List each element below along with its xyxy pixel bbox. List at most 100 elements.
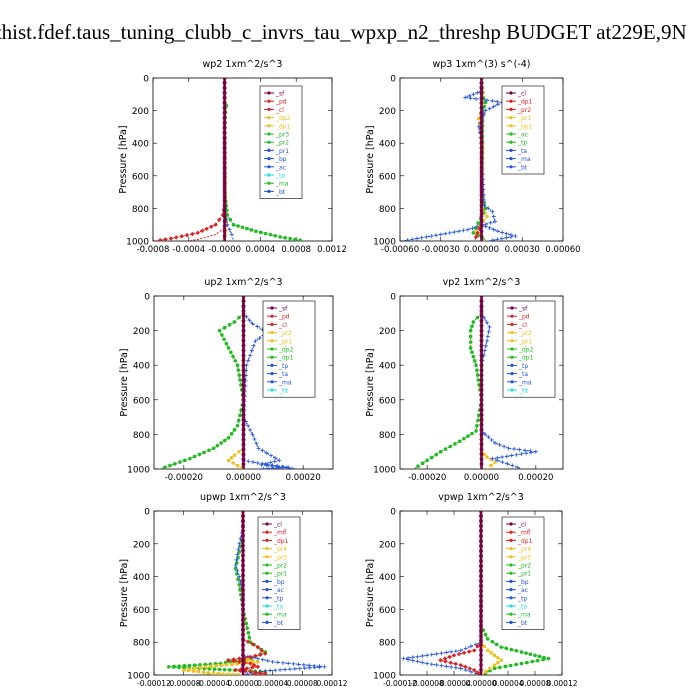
plot-frame xyxy=(152,77,333,242)
y-tick-label: 1000 xyxy=(127,672,150,682)
legend-label: _dp1 xyxy=(517,538,533,545)
legend-label: _cl xyxy=(518,322,527,329)
data-point xyxy=(317,665,322,670)
data-point xyxy=(513,234,518,239)
data-point xyxy=(479,179,484,184)
data-point xyxy=(479,447,484,452)
data-point xyxy=(251,662,257,668)
legend-marker xyxy=(270,306,274,310)
y-tick-label: 600 xyxy=(379,172,396,182)
legend-label: _dp2 xyxy=(518,347,534,354)
data-point xyxy=(233,563,238,568)
data-point xyxy=(504,231,509,236)
data-point xyxy=(241,368,246,372)
legend-label: _pr1 xyxy=(278,338,292,345)
y-tick-label: 600 xyxy=(133,396,150,406)
x-tick-label: 0.00020 xyxy=(518,473,553,483)
data-point xyxy=(241,304,246,308)
legend-label: _cl xyxy=(517,91,526,98)
data-point xyxy=(479,130,484,135)
data-point xyxy=(471,92,476,97)
data-point xyxy=(483,211,487,215)
y-tick-label: 800 xyxy=(133,639,150,649)
data-point xyxy=(479,125,484,130)
data-point xyxy=(453,661,458,667)
legend-marker xyxy=(270,314,274,318)
data-point xyxy=(255,324,260,329)
data-point xyxy=(475,644,480,649)
data-point xyxy=(241,628,245,633)
data-point xyxy=(206,671,210,675)
data-point xyxy=(483,108,488,113)
data-point xyxy=(260,657,265,662)
data-point xyxy=(241,333,246,338)
data-point xyxy=(241,638,245,643)
data-point xyxy=(235,423,240,428)
data-point xyxy=(241,388,246,392)
data-point xyxy=(495,229,500,234)
data-point xyxy=(479,199,484,204)
y-tick-label: 600 xyxy=(379,606,396,616)
data-point xyxy=(479,328,484,333)
data-point xyxy=(468,96,473,101)
data-point xyxy=(256,446,261,451)
data-point xyxy=(429,455,434,460)
data-point xyxy=(283,667,288,672)
data-point xyxy=(502,444,507,449)
data-point xyxy=(229,350,233,355)
data-point xyxy=(217,217,222,223)
legend-marker xyxy=(265,522,269,526)
legend-marker xyxy=(509,547,513,551)
data-point xyxy=(215,443,220,448)
data-point xyxy=(237,450,241,454)
y-tick-label: 200 xyxy=(379,327,396,337)
legend-marker xyxy=(270,355,274,359)
data-point xyxy=(222,120,227,125)
legend-marker xyxy=(509,124,513,128)
data-point xyxy=(297,666,302,671)
data-point xyxy=(461,228,466,233)
data-point xyxy=(253,672,258,675)
data-point xyxy=(246,658,250,662)
data-point xyxy=(227,323,232,327)
data-point xyxy=(237,656,242,661)
data-point xyxy=(483,343,488,348)
data-point xyxy=(479,514,483,518)
legend-marker xyxy=(510,322,514,326)
x-tick-label: 0.00012 xyxy=(546,679,577,688)
data-point xyxy=(222,194,227,199)
data-point xyxy=(434,452,439,457)
data-point xyxy=(479,86,484,90)
data-point xyxy=(479,633,483,638)
legend-label: _sf xyxy=(518,306,528,313)
data-point xyxy=(250,665,255,670)
data-point xyxy=(220,333,224,337)
data-point xyxy=(425,458,429,463)
data-point xyxy=(226,436,231,440)
data-point xyxy=(456,651,462,657)
data-point xyxy=(200,228,205,234)
data-point xyxy=(273,668,278,673)
data-point xyxy=(406,657,411,662)
legend-label: _ta xyxy=(273,604,283,611)
data-point xyxy=(222,229,227,233)
series-line xyxy=(242,296,298,469)
data-point xyxy=(483,100,488,105)
data-point xyxy=(234,557,239,562)
data-point xyxy=(468,346,473,350)
data-point xyxy=(470,226,475,231)
data-point xyxy=(433,233,438,238)
data-point xyxy=(528,652,533,657)
data-point xyxy=(241,524,245,528)
y-tick-label: 1000 xyxy=(373,672,396,682)
data-point xyxy=(488,666,492,671)
data-point xyxy=(425,661,429,666)
data-point xyxy=(240,465,244,469)
y-tick-label: 1000 xyxy=(127,466,150,476)
data-point xyxy=(254,229,258,234)
data-point xyxy=(236,418,241,423)
data-point xyxy=(479,338,484,343)
data-point xyxy=(479,573,483,578)
data-point xyxy=(452,230,457,235)
legend-marker xyxy=(265,596,269,600)
